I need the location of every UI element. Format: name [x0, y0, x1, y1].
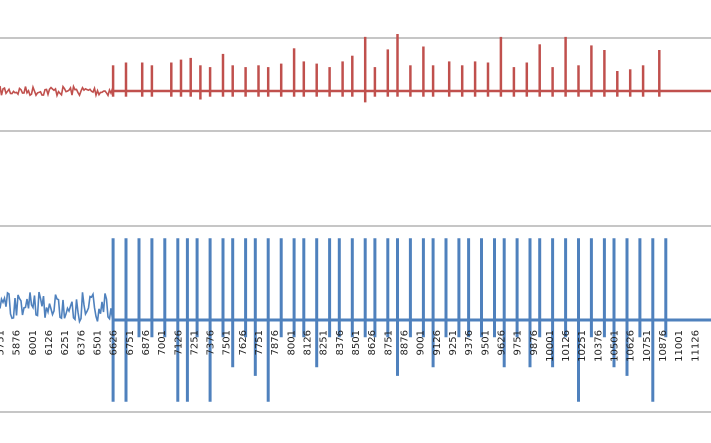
x-tick-label: 6126 [44, 330, 55, 355]
x-tick-label: 9501 [480, 330, 491, 355]
x-tick-label: 8501 [351, 330, 362, 355]
x-tick-label: 6751 [125, 330, 136, 355]
x-tick-label: 10751 [642, 330, 653, 362]
top-chart [0, 34, 711, 132]
x-tick-label: 7876 [270, 330, 281, 355]
x-tick-label: 8376 [335, 330, 346, 355]
x-tick-label: 10126 [561, 330, 572, 362]
x-tick-label: 9376 [464, 330, 475, 355]
x-tick-label: 10376 [593, 330, 604, 362]
x-tick-label: 9626 [496, 330, 507, 355]
x-tick-label: 9126 [432, 330, 443, 355]
x-tick-label: 5876 [12, 330, 23, 355]
x-tick-label: 10001 [545, 330, 556, 362]
x-tick-label: 11126 [690, 330, 701, 362]
x-tick-label: 10251 [577, 330, 588, 362]
x-tick-label: 10501 [610, 330, 621, 362]
top-series-group [0, 34, 711, 103]
x-tick-label: 8626 [367, 330, 378, 355]
x-tick-label: 9876 [529, 330, 540, 355]
x-tick-label: 7626 [238, 330, 249, 355]
x-tick-label: 6376 [76, 330, 87, 355]
x-tick-label: 7251 [189, 330, 200, 355]
x-tick-label: 10626 [626, 330, 637, 362]
x-tick-label: 10876 [658, 330, 669, 362]
x-tick-label: 8126 [303, 330, 314, 355]
x-tick-label: 11001 [674, 330, 685, 362]
x-tick-label: 9251 [448, 330, 459, 355]
x-tick-label: 8001 [286, 330, 297, 355]
x-tick-label: 9001 [416, 330, 427, 355]
x-tick-labels: 5751 5876 6001 6126 6251 6376 6501 6626 6751 6876… [0, 330, 701, 362]
top-noise-trace [0, 83, 114, 99]
x-tick-label: 8876 [400, 330, 411, 355]
x-tick-label: 6876 [141, 330, 152, 355]
x-tick-label: 7376 [206, 330, 217, 355]
bottom-series-group [0, 238, 711, 402]
x-tick-label: 7001 [157, 330, 168, 355]
x-tick-label: 9751 [513, 330, 524, 355]
x-tick-label: 7126 [173, 330, 184, 355]
x-tick-label: 7751 [254, 330, 265, 355]
x-tick-label: 6001 [28, 330, 39, 355]
x-tick-label: 6626 [109, 330, 120, 355]
bottom-chart: 5751 5876 6001 6126 6251 6376 6501 6626 6751 6876… [0, 225, 711, 413]
x-tick-label: 5751 [0, 330, 7, 355]
x-tick-label: 6251 [60, 330, 71, 355]
x-tick-label: 6501 [93, 330, 104, 355]
x-tick-label: 8251 [319, 330, 330, 355]
x-tick-label: 8751 [383, 330, 394, 355]
bottom-noise-trace [0, 291, 114, 325]
x-tick-label: 7501 [222, 330, 233, 355]
